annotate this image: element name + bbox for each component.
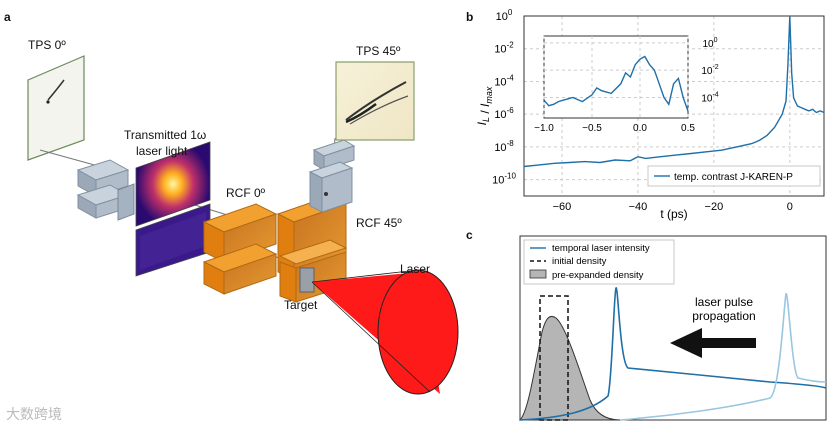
tps0-screen xyxy=(27,55,85,161)
density-diagram: temporal laser intensity initial density… xyxy=(518,235,827,421)
target-label: Target xyxy=(284,298,318,312)
x-tick-label: −60 xyxy=(553,201,572,213)
propagation-arrow xyxy=(670,328,756,358)
legend-preexpanded: pre-expanded density xyxy=(552,270,644,281)
legend-temporal: temporal laser intensity xyxy=(552,243,650,254)
annotation-line2: propagation xyxy=(692,309,755,323)
rcf45-label: RCF 45º xyxy=(356,216,402,230)
tps0-spectrometer xyxy=(76,159,135,221)
inset-y-tick-label: 10-4 xyxy=(701,92,718,105)
inset-frame xyxy=(543,35,689,119)
transmitted-label-line2: laser light xyxy=(136,144,188,158)
inset-x-tick-label: 0.0 xyxy=(633,123,647,134)
series-line-contrast xyxy=(523,15,825,168)
y-tick-label: 10-10 xyxy=(492,172,516,187)
panel-b: b −60 −40 −20 0 100 10-2 10-4 10-6 10-8 10-10 −1.… xyxy=(466,0,830,222)
rcf0-stack xyxy=(202,203,278,295)
panel-c: c temporal laser intensity initial densi… xyxy=(466,222,830,429)
laser-label: Laser xyxy=(400,262,431,276)
inset-y-tick-label: 10-2 xyxy=(701,64,718,77)
inset-y-tick-label: 100 xyxy=(702,37,717,50)
target xyxy=(299,267,315,293)
legend-initial: initial density xyxy=(552,256,607,267)
panel-a: a xyxy=(4,10,459,395)
y-tick-label: 10-4 xyxy=(494,73,514,88)
y-tick-label: 100 xyxy=(496,8,513,23)
initial-density xyxy=(539,295,569,421)
inset-x-tick-label: −0.5 xyxy=(582,123,602,134)
inset-x-tick-label: 0.5 xyxy=(681,123,695,134)
inset-series-line xyxy=(543,55,689,112)
plot-frame-c xyxy=(519,235,827,421)
y-tick-label: 10-6 xyxy=(494,106,514,121)
x-tick-label: −40 xyxy=(629,201,648,213)
y-tick-label: 10-8 xyxy=(494,139,514,154)
tps45-screen xyxy=(335,61,415,141)
legend-box-c xyxy=(523,239,675,285)
x-tick-label: 0 xyxy=(787,201,793,213)
panel-a-letter: a xyxy=(4,10,11,24)
plot-frame xyxy=(523,15,825,197)
tps0-label: TPS 0º xyxy=(28,38,66,52)
rcf0-label: RCF 0º xyxy=(226,186,266,200)
temporal-intensity-dark xyxy=(519,287,827,421)
x-axis-label: t (ps) xyxy=(660,207,687,221)
legend-label: temp. contrast J-KAREN-P xyxy=(674,172,793,183)
y-axis-label: IL / Imax xyxy=(475,86,494,125)
annotation-line1: laser pulse xyxy=(695,295,753,309)
laser-cone[interactable] xyxy=(311,269,459,395)
tps45-label: TPS 45º xyxy=(356,44,401,58)
transmitted-light-screens xyxy=(135,141,211,277)
panel-c-letter: c xyxy=(466,228,473,242)
temporal-intensity-light xyxy=(619,293,827,421)
panel-b-letter: b xyxy=(466,10,474,24)
transmitted-label-line1: Transmitted 1ω xyxy=(124,128,207,142)
pre-expanded-density xyxy=(518,315,621,421)
legend-box xyxy=(647,165,821,187)
x-tick-label: −20 xyxy=(705,201,724,213)
inset-x-tick-label: −1.0 xyxy=(534,123,554,134)
y-tick-label: 10-2 xyxy=(494,41,514,56)
experiment-diagram xyxy=(27,55,459,395)
contrast-chart: −60 −40 −20 0 100 10-2 10-4 10-6 10-8 10-10 −1.0 −… xyxy=(475,8,825,221)
watermark: 大数跨境 xyxy=(6,406,62,422)
tps45-spectrometer xyxy=(308,139,356,213)
